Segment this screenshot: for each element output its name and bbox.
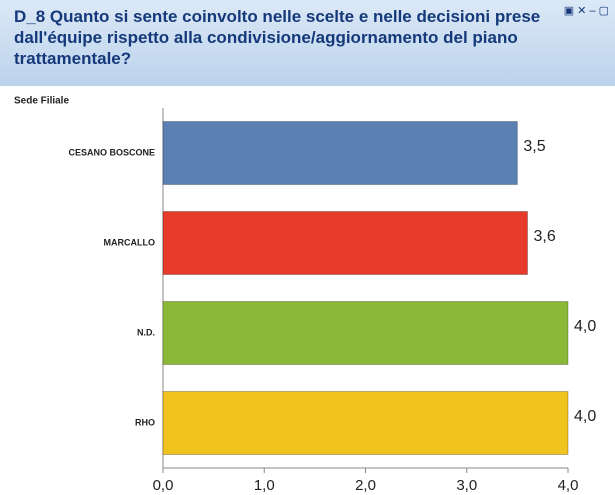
y-tick-label: RHO (135, 417, 155, 427)
data-label: 4,0 (574, 408, 596, 425)
x-tick-label: 2,0 (355, 477, 376, 494)
data-label: 3,5 (523, 138, 545, 155)
x-tick-label: 0,0 (153, 477, 174, 494)
bar (162, 211, 528, 275)
y-tick-label: N.D. (137, 327, 155, 337)
window-icons[interactable]: ▣ ✕ ‒ ▢ (563, 5, 609, 17)
bar (162, 121, 518, 185)
data-label: 3,6 (534, 228, 556, 245)
chart-title: D_8 Quanto si sente coinvolto nelle scel… (0, 0, 615, 86)
axis-label: Sede Filiale (14, 96, 69, 107)
bar (162, 391, 569, 455)
x-tick-label: 4,0 (558, 477, 579, 494)
x-tick-label: 1,0 (254, 477, 275, 494)
y-tick-label: MARCALLO (104, 237, 156, 247)
data-label: 4,0 (574, 318, 596, 335)
x-tick-label: 3,0 (456, 477, 477, 494)
y-tick-label: CESANO BOSCONE (68, 147, 155, 157)
bar (162, 301, 569, 365)
